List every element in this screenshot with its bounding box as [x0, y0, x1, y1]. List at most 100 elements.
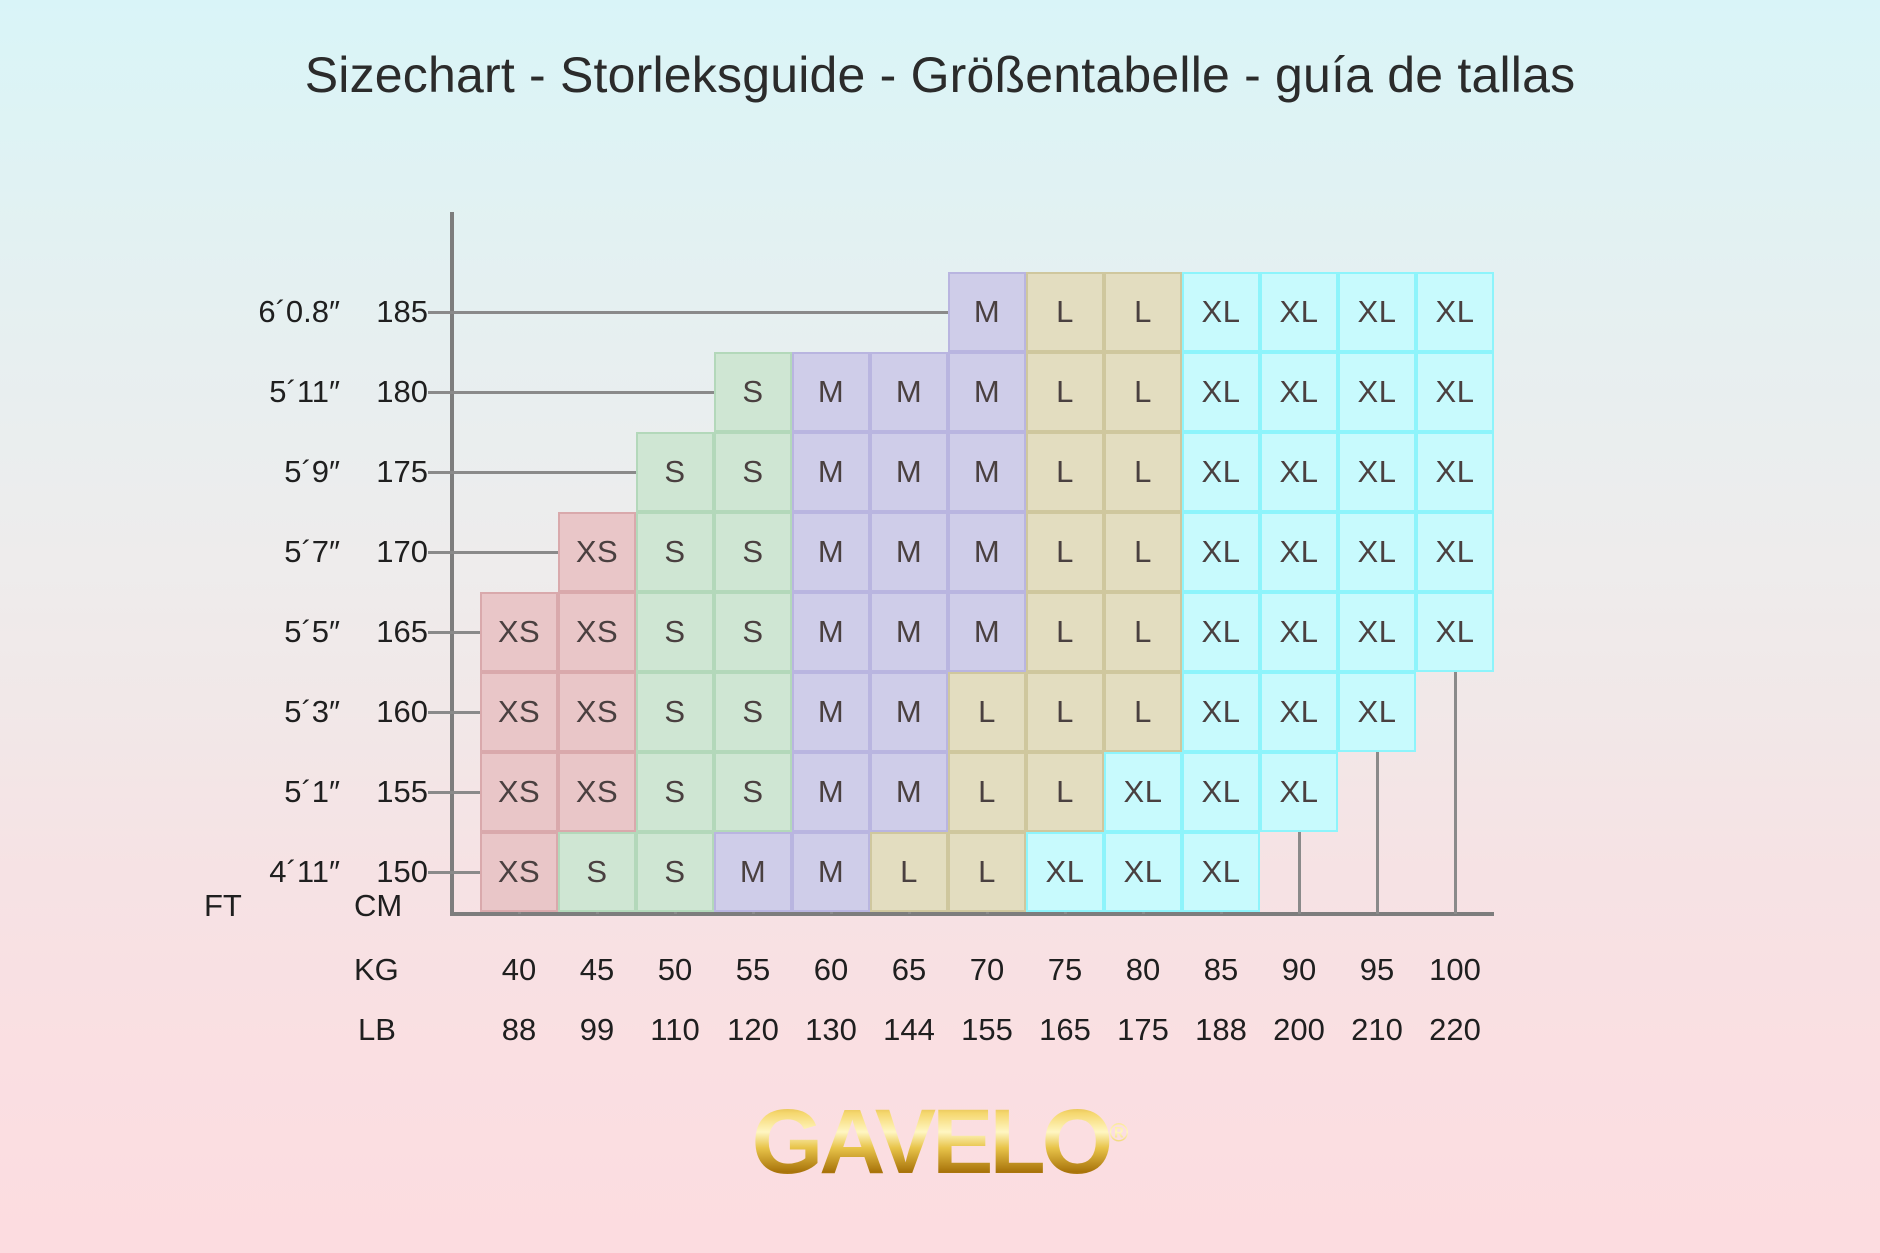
- size-cell[interactable]: M: [792, 432, 870, 512]
- size-cell[interactable]: L: [1026, 272, 1104, 352]
- size-cell[interactable]: XS: [480, 672, 558, 752]
- size-cell[interactable]: XL: [1104, 832, 1182, 912]
- size-cell[interactable]: XL: [1104, 752, 1182, 832]
- size-cell[interactable]: S: [714, 512, 792, 592]
- y-axis-label-ft: 5´5″: [284, 614, 340, 649]
- y-axis-label-cm: 160: [376, 694, 428, 729]
- size-cell[interactable]: L: [1104, 272, 1182, 352]
- size-cell[interactable]: XL: [1182, 752, 1260, 832]
- x-axis-label-kg: 100: [1429, 952, 1481, 987]
- size-cell[interactable]: M: [948, 352, 1026, 432]
- y-axis-tick: [428, 390, 454, 394]
- size-cell[interactable]: XL: [1260, 592, 1338, 672]
- y-gridline: [450, 470, 636, 474]
- size-cell[interactable]: XL: [1260, 352, 1338, 432]
- size-cell[interactable]: XS: [558, 512, 636, 592]
- size-cell[interactable]: XL: [1182, 672, 1260, 752]
- size-cell[interactable]: XL: [1260, 272, 1338, 352]
- size-cell[interactable]: XL: [1260, 512, 1338, 592]
- size-cell[interactable]: M: [870, 352, 948, 432]
- size-cell[interactable]: S: [558, 832, 636, 912]
- y-axis-label-cm: 155: [376, 774, 428, 809]
- size-cell[interactable]: S: [714, 592, 792, 672]
- size-cell[interactable]: M: [792, 592, 870, 672]
- size-cell[interactable]: XS: [558, 672, 636, 752]
- size-cell[interactable]: XL: [1182, 432, 1260, 512]
- size-cell[interactable]: XL: [1338, 272, 1416, 352]
- size-cell[interactable]: L: [1104, 432, 1182, 512]
- size-cell[interactable]: L: [1026, 432, 1104, 512]
- size-cell[interactable]: L: [1026, 512, 1104, 592]
- size-cell[interactable]: M: [870, 752, 948, 832]
- size-cell[interactable]: L: [948, 672, 1026, 752]
- size-cell[interactable]: XL: [1416, 592, 1494, 672]
- size-cell[interactable]: L: [870, 832, 948, 912]
- size-cell[interactable]: M: [792, 752, 870, 832]
- size-cell[interactable]: M: [792, 832, 870, 912]
- size-cell[interactable]: M: [948, 512, 1026, 592]
- size-cell[interactable]: S: [714, 352, 792, 432]
- size-cell[interactable]: M: [948, 272, 1026, 352]
- size-cell[interactable]: XL: [1182, 352, 1260, 432]
- size-cell[interactable]: XL: [1416, 272, 1494, 352]
- size-cell[interactable]: XL: [1338, 512, 1416, 592]
- size-cell[interactable]: S: [636, 592, 714, 672]
- size-cell[interactable]: S: [636, 432, 714, 512]
- size-cell[interactable]: XL: [1026, 832, 1104, 912]
- size-cell[interactable]: S: [636, 512, 714, 592]
- x-axis-label-kg: 60: [813, 952, 849, 987]
- size-cell[interactable]: XL: [1260, 752, 1338, 832]
- size-cell[interactable]: M: [870, 592, 948, 672]
- size-cell[interactable]: S: [636, 672, 714, 752]
- size-cell[interactable]: XS: [480, 752, 558, 832]
- size-cell[interactable]: L: [1026, 352, 1104, 432]
- size-cell[interactable]: XL: [1416, 352, 1494, 432]
- size-cell[interactable]: XS: [558, 592, 636, 672]
- size-cell[interactable]: L: [948, 832, 1026, 912]
- size-cell[interactable]: XL: [1182, 512, 1260, 592]
- size-cell[interactable]: M: [870, 672, 948, 752]
- y-axis-label-cm: 150: [376, 854, 428, 889]
- size-cell[interactable]: M: [948, 592, 1026, 672]
- size-cell[interactable]: M: [714, 832, 792, 912]
- size-cell[interactable]: S: [636, 752, 714, 832]
- size-cell[interactable]: XL: [1416, 432, 1494, 512]
- size-cell[interactable]: L: [1104, 512, 1182, 592]
- y-axis-label-ft: 5´11″: [269, 374, 340, 409]
- size-cell[interactable]: XL: [1338, 592, 1416, 672]
- size-cell[interactable]: XL: [1416, 512, 1494, 592]
- x-axis-label-kg: 70: [969, 952, 1005, 987]
- size-cell[interactable]: M: [870, 432, 948, 512]
- size-cell[interactable]: XL: [1182, 592, 1260, 672]
- size-cell[interactable]: XL: [1338, 352, 1416, 432]
- size-cell[interactable]: S: [714, 672, 792, 752]
- size-cell[interactable]: M: [792, 352, 870, 432]
- size-cell[interactable]: XL: [1182, 832, 1260, 912]
- size-cell[interactable]: L: [1104, 592, 1182, 672]
- size-cell[interactable]: L: [1104, 352, 1182, 432]
- size-cell[interactable]: XL: [1260, 672, 1338, 752]
- size-cell[interactable]: XS: [480, 832, 558, 912]
- size-cell[interactable]: XL: [1182, 272, 1260, 352]
- size-cell[interactable]: L: [1026, 592, 1104, 672]
- size-cell[interactable]: M: [870, 512, 948, 592]
- size-cell[interactable]: S: [636, 832, 714, 912]
- size-cell[interactable]: S: [714, 432, 792, 512]
- size-cell[interactable]: L: [948, 752, 1026, 832]
- x-axis-label-lb: 200: [1273, 1012, 1325, 1047]
- size-cell[interactable]: S: [714, 752, 792, 832]
- y-axis-label-ft: 5´7″: [284, 534, 340, 569]
- y-axis-label-cm: 175: [376, 454, 428, 489]
- size-cell[interactable]: L: [1026, 672, 1104, 752]
- size-cell[interactable]: M: [792, 512, 870, 592]
- size-cell[interactable]: L: [1026, 752, 1104, 832]
- size-cell[interactable]: XS: [480, 592, 558, 672]
- size-cell[interactable]: M: [792, 672, 870, 752]
- size-cell[interactable]: XL: [1338, 672, 1416, 752]
- size-cell[interactable]: XS: [558, 752, 636, 832]
- y-axis-label-ft: 4´11″: [269, 854, 340, 889]
- size-cell[interactable]: XL: [1338, 432, 1416, 512]
- size-cell[interactable]: M: [948, 432, 1026, 512]
- size-cell[interactable]: L: [1104, 672, 1182, 752]
- size-cell[interactable]: XL: [1260, 432, 1338, 512]
